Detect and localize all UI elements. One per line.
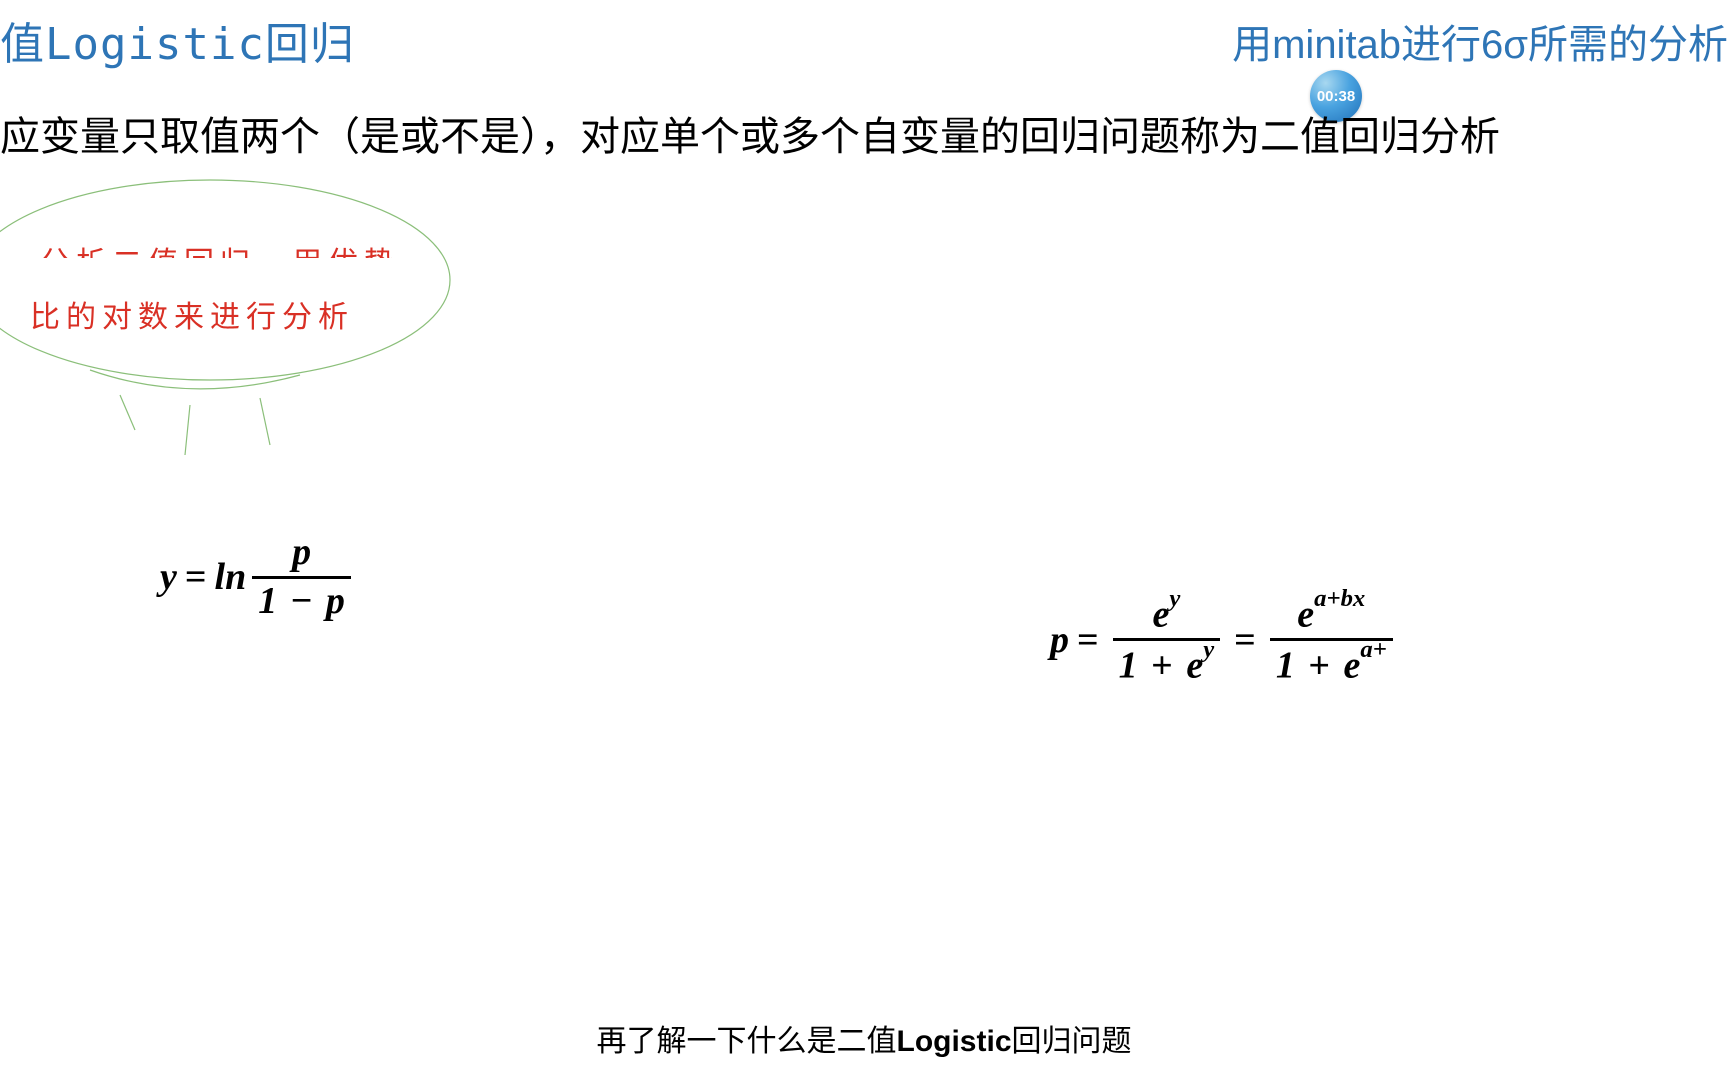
denom-1: 1: [258, 580, 277, 622]
frac2-num: ea+bx: [1291, 590, 1371, 638]
body-line-1: 应变量只取值两个（是或不是），对应单个或多个自变量的回归问题称为二值回归分析: [0, 104, 1500, 162]
one-1: 1: [1119, 645, 1138, 687]
equals-1: =: [185, 555, 207, 599]
equals-3: =: [1234, 618, 1256, 662]
numer-p: p: [286, 530, 317, 576]
caption-prefix: 再了解一下什么是二值: [596, 1025, 896, 1058]
denom: 1 − p: [252, 579, 351, 625]
bubble-text-line-1: 分析二值回归，用优势: [40, 238, 440, 258]
fn-ln: ln: [215, 555, 247, 599]
frac1-num: ey: [1146, 590, 1186, 638]
exp-y-2: y: [1203, 636, 1214, 663]
timer-text: 00:38: [1317, 88, 1355, 105]
caption: 再了解一下什么是二值Logistic回归问题: [596, 1016, 1131, 1060]
one-2: 1: [1276, 645, 1295, 687]
e-1: e: [1152, 594, 1169, 636]
bubble-text-line-2: 比的对数来进行分析: [30, 292, 354, 336]
title-left: 值Logistic回归: [0, 8, 355, 72]
caption-suffix: 回归问题: [1012, 1025, 1132, 1058]
title-right: 用minitab进行6σ所需的分析: [1232, 12, 1728, 70]
e-4: e: [1343, 645, 1360, 687]
frac1-den: 1 + ey: [1113, 641, 1221, 689]
var-p: p: [1050, 618, 1069, 662]
denom-minus: −: [291, 580, 313, 622]
fraction-logit: p 1 − p: [252, 530, 351, 625]
exp-y-1: y: [1169, 585, 1180, 612]
var-y: y: [160, 555, 177, 599]
caption-bold: Logistic: [896, 1025, 1011, 1058]
e-3: e: [1297, 594, 1314, 636]
exp-a-cut: a+: [1360, 636, 1386, 663]
formula-sigmoid: p = ey 1 + ey = ea+bx 1 + ea+: [1050, 590, 1399, 690]
denom-p: p: [326, 580, 345, 622]
fraction-1: ey 1 + ey: [1113, 590, 1221, 690]
equals-2: =: [1077, 618, 1099, 662]
e-2: e: [1186, 645, 1203, 687]
plus-1: +: [1151, 645, 1173, 687]
formula-logit: y = ln p 1 − p: [160, 530, 357, 625]
plus-2: +: [1308, 645, 1330, 687]
fraction-2: ea+bx 1 + ea+: [1270, 590, 1393, 690]
frac2-den: 1 + ea+: [1270, 641, 1393, 689]
exp-abx: a+bx: [1314, 585, 1365, 612]
